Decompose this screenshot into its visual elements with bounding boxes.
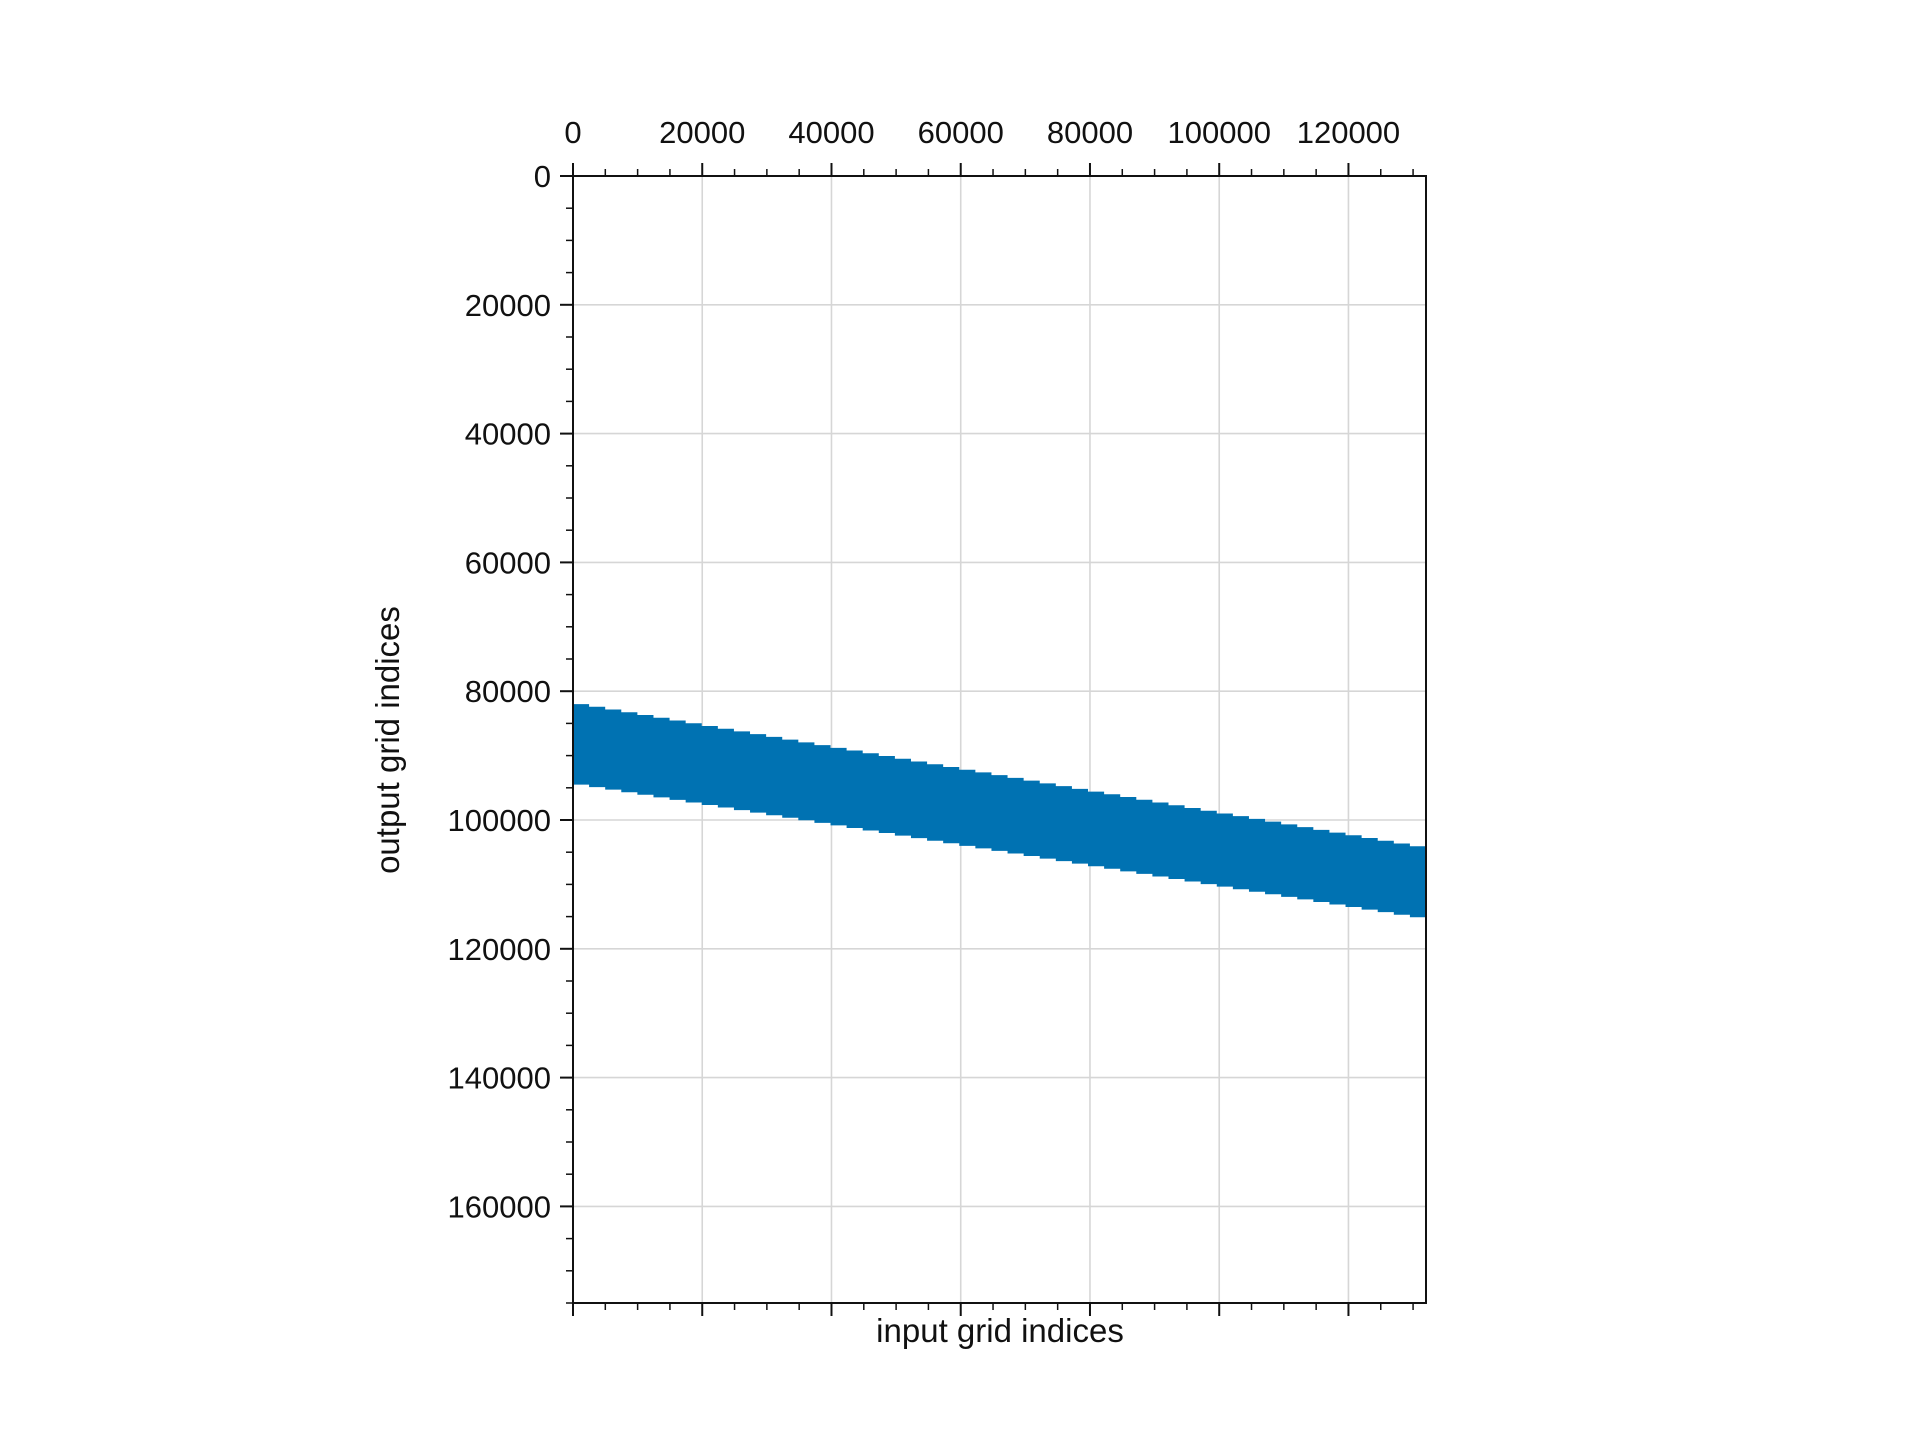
y-tick-label: 140000 [448, 1061, 551, 1096]
y-tick-label: 160000 [448, 1189, 551, 1224]
x-tick-label: 0 [564, 115, 581, 150]
x-tick-labels: 0 20000 40000 60000 80000 100000 120000 [564, 115, 1400, 150]
plot-frame [572, 175, 1427, 1304]
nonzero-band [573, 704, 1426, 918]
y-tick-label: 80000 [465, 674, 551, 709]
x-tick-label: 80000 [1047, 115, 1133, 150]
y-tick-label: 60000 [465, 545, 551, 580]
x-tick-label: 40000 [788, 115, 874, 150]
y-tick-label: 0 [534, 159, 551, 194]
x-tick-label: 20000 [659, 115, 745, 150]
x-tick-label: 120000 [1297, 115, 1400, 150]
x-tick-label: 60000 [918, 115, 1004, 150]
band-series [573, 704, 1426, 918]
y-tick-label: 120000 [448, 932, 551, 967]
x-tick-label: 100000 [1167, 115, 1270, 150]
y-tick-labels: 0 20000 40000 60000 80000 100000 120000 140000 1… [448, 159, 551, 1224]
y-tick-label: 20000 [465, 288, 551, 323]
x-axis-label: input grid indices [876, 1312, 1124, 1349]
y-tick-label: 40000 [465, 417, 551, 452]
axis-ticks [560, 163, 1414, 1316]
y-tick-label: 100000 [448, 803, 551, 838]
y-axis-label: output grid indices [369, 606, 406, 874]
